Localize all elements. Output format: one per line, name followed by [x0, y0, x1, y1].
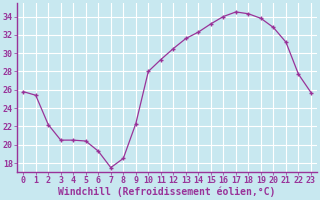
- X-axis label: Windchill (Refroidissement éolien,°C): Windchill (Refroidissement éolien,°C): [58, 187, 276, 197]
